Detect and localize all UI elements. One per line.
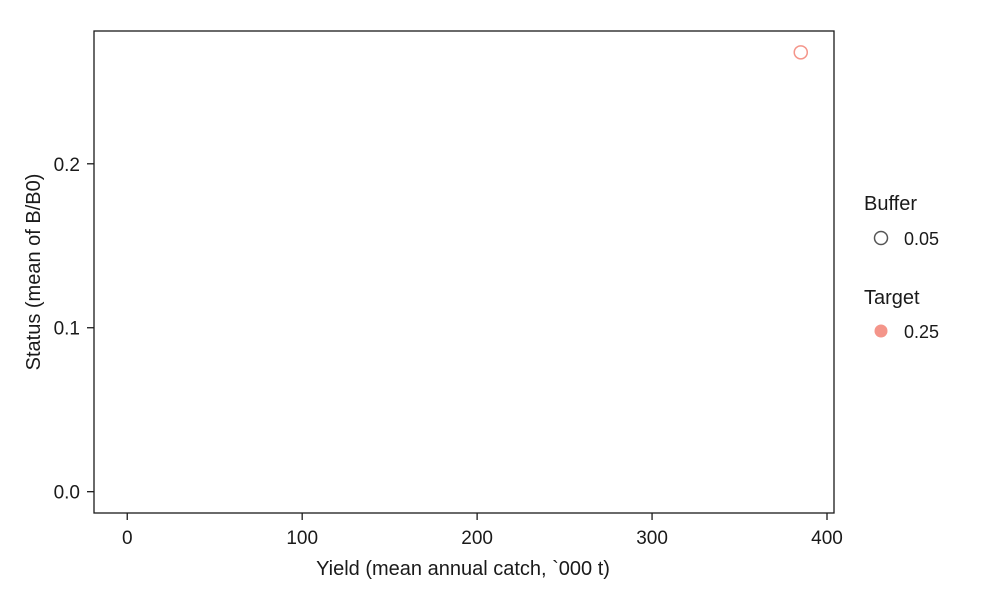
y-axis-ticks: 0.0 0.1 0.2 — [54, 155, 94, 504]
data-point — [793, 45, 809, 60]
legend-label-target: 0.25 — [904, 322, 939, 342]
y-tick-label: 0.1 — [54, 319, 80, 340]
legend: Buffer 0.05 Target 0.25 — [864, 193, 939, 342]
legend-key-buffer-open-circle — [873, 230, 889, 246]
data-points — [793, 45, 809, 60]
y-axis-title: Status (mean of B/B0) — [23, 174, 45, 371]
x-tick-label: 400 — [811, 528, 843, 549]
y-tick-label: 0.0 — [54, 483, 80, 504]
y-tick-label: 0.2 — [54, 155, 80, 176]
x-axis-ticks: 0 100 200 300 400 — [122, 513, 843, 549]
legend-title-target: Target — [864, 287, 920, 309]
x-tick-label: 100 — [286, 528, 318, 549]
plot-panel — [93, 30, 835, 514]
x-axis-title: Yield (mean annual catch, `000 t) — [316, 558, 610, 580]
x-tick-label: 300 — [636, 528, 668, 549]
x-tick-label: 0 — [122, 528, 133, 549]
legend-label-buffer: 0.05 — [904, 229, 939, 249]
x-tick-label: 200 — [461, 528, 493, 549]
legend-key-target-filled-circle — [874, 324, 888, 338]
legend-title-buffer: Buffer — [864, 193, 917, 215]
